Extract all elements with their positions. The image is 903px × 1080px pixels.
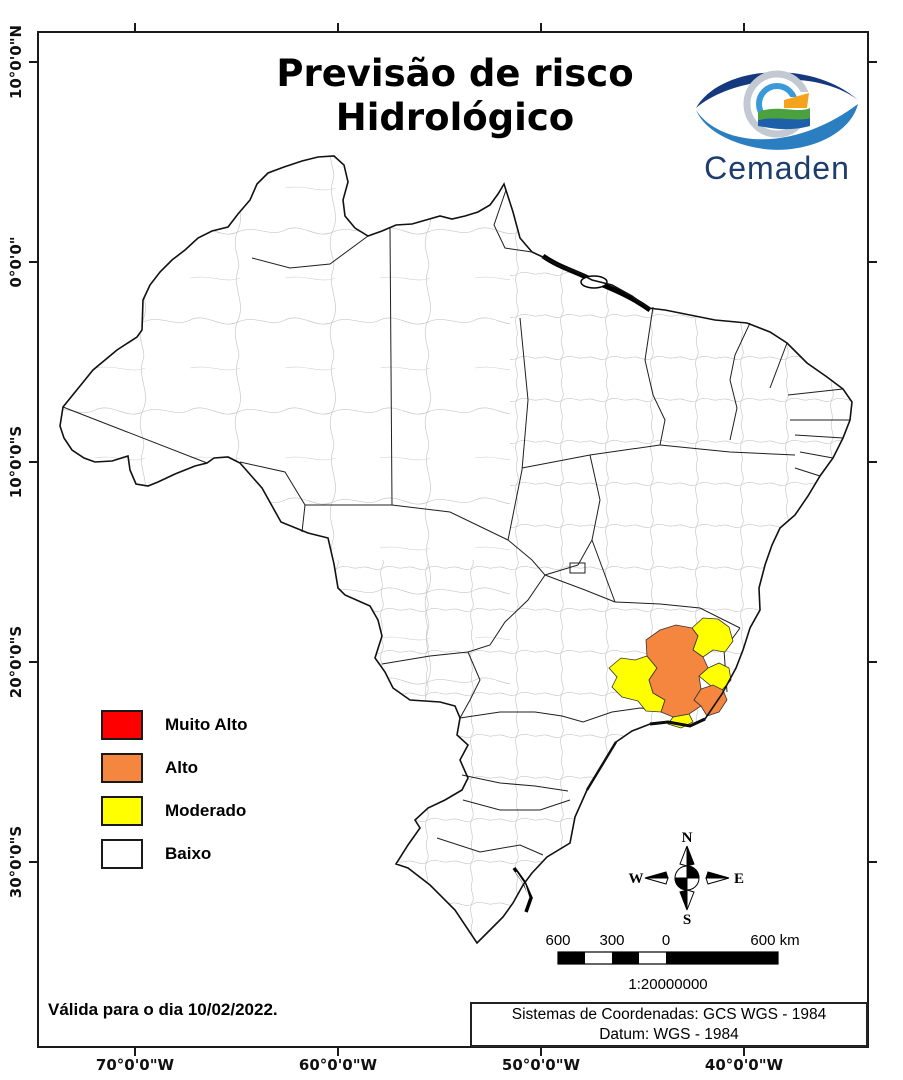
lon-label-40w: 40°0'0"W bbox=[704, 1056, 784, 1074]
compass-s-label: S bbox=[683, 912, 691, 928]
legend-swatch-muito-alto bbox=[101, 710, 143, 740]
scale-label-300: 300 bbox=[599, 932, 624, 949]
risk-legend: Muito Alto Alto Moderado Baixo bbox=[101, 710, 247, 869]
crs-info-box: Sistemas de Coordenadas: GCS WGS - 1984 … bbox=[470, 1002, 868, 1047]
lat-label-10s: 10°0'0"S bbox=[7, 425, 25, 499]
legend-label-baixo: Baixo bbox=[165, 844, 212, 863]
legend-label-muito-alto: Muito Alto bbox=[165, 715, 248, 734]
validity-note: Válida para o dia 10/02/2022. bbox=[48, 1000, 278, 1019]
crs-line1: Sistemas de Coordenadas: GCS WGS - 1984 bbox=[511, 1005, 827, 1023]
map-frame bbox=[37, 31, 869, 1048]
page-title: Previsão de risco Hidrológico bbox=[225, 52, 685, 139]
legend-row-muito-alto: Muito Alto bbox=[101, 710, 247, 740]
legend-label-alto: Alto bbox=[165, 758, 199, 777]
legend-swatch-moderado bbox=[101, 796, 143, 826]
scale-label-600-left: 600 bbox=[545, 932, 570, 949]
page-title-line1: Previsão de risco bbox=[276, 52, 634, 95]
compass-n-label: N bbox=[682, 830, 693, 846]
cemaden-logo-text: Cemaden bbox=[704, 150, 850, 186]
crs-line2: Datum: WGS - 1984 bbox=[599, 1025, 739, 1043]
legend-swatch-baixo bbox=[101, 839, 143, 869]
brazil-country-outline bbox=[59, 155, 853, 945]
cemaden-eye-icon bbox=[696, 70, 858, 150]
legend-swatch-alto bbox=[101, 753, 143, 783]
cemaden-logo: Cemaden bbox=[688, 56, 866, 186]
page-title-line2: Hidrológico bbox=[335, 95, 575, 139]
risk-regions-alto bbox=[645, 624, 728, 718]
compass-rose-icon: N E S W bbox=[629, 830, 745, 928]
lat-label-0: 0°0'0" bbox=[7, 236, 25, 288]
lat-label-10n: 10°0'0"N bbox=[7, 24, 25, 100]
legend-label-moderado: Moderado bbox=[165, 801, 247, 820]
scale-bar: 600 300 0 600 km 1:20000000 bbox=[545, 932, 799, 993]
legend-row-baixo: Baixo bbox=[101, 839, 247, 869]
lat-label-30s: 30°0'0"S bbox=[7, 825, 25, 899]
lon-label-50w: 50°0'0"W bbox=[501, 1056, 581, 1074]
frame-ticks bbox=[29, 23, 877, 1056]
state-borders bbox=[62, 189, 850, 856]
scale-label-600km: 600 km bbox=[750, 932, 799, 949]
lon-label-60w: 60°0'0"W bbox=[298, 1056, 378, 1074]
scale-ratio: 1:20000000 bbox=[628, 976, 707, 993]
legend-row-moderado: Moderado bbox=[101, 796, 247, 826]
lon-label-70w: 70°0'0"W bbox=[95, 1056, 175, 1074]
compass-w-label: W bbox=[629, 871, 644, 887]
compass-e-label: E bbox=[734, 871, 744, 887]
legend-row-alto: Alto bbox=[101, 753, 247, 783]
lat-label-20s: 20°0'0"S bbox=[7, 625, 25, 699]
scale-label-0: 0 bbox=[662, 932, 670, 949]
